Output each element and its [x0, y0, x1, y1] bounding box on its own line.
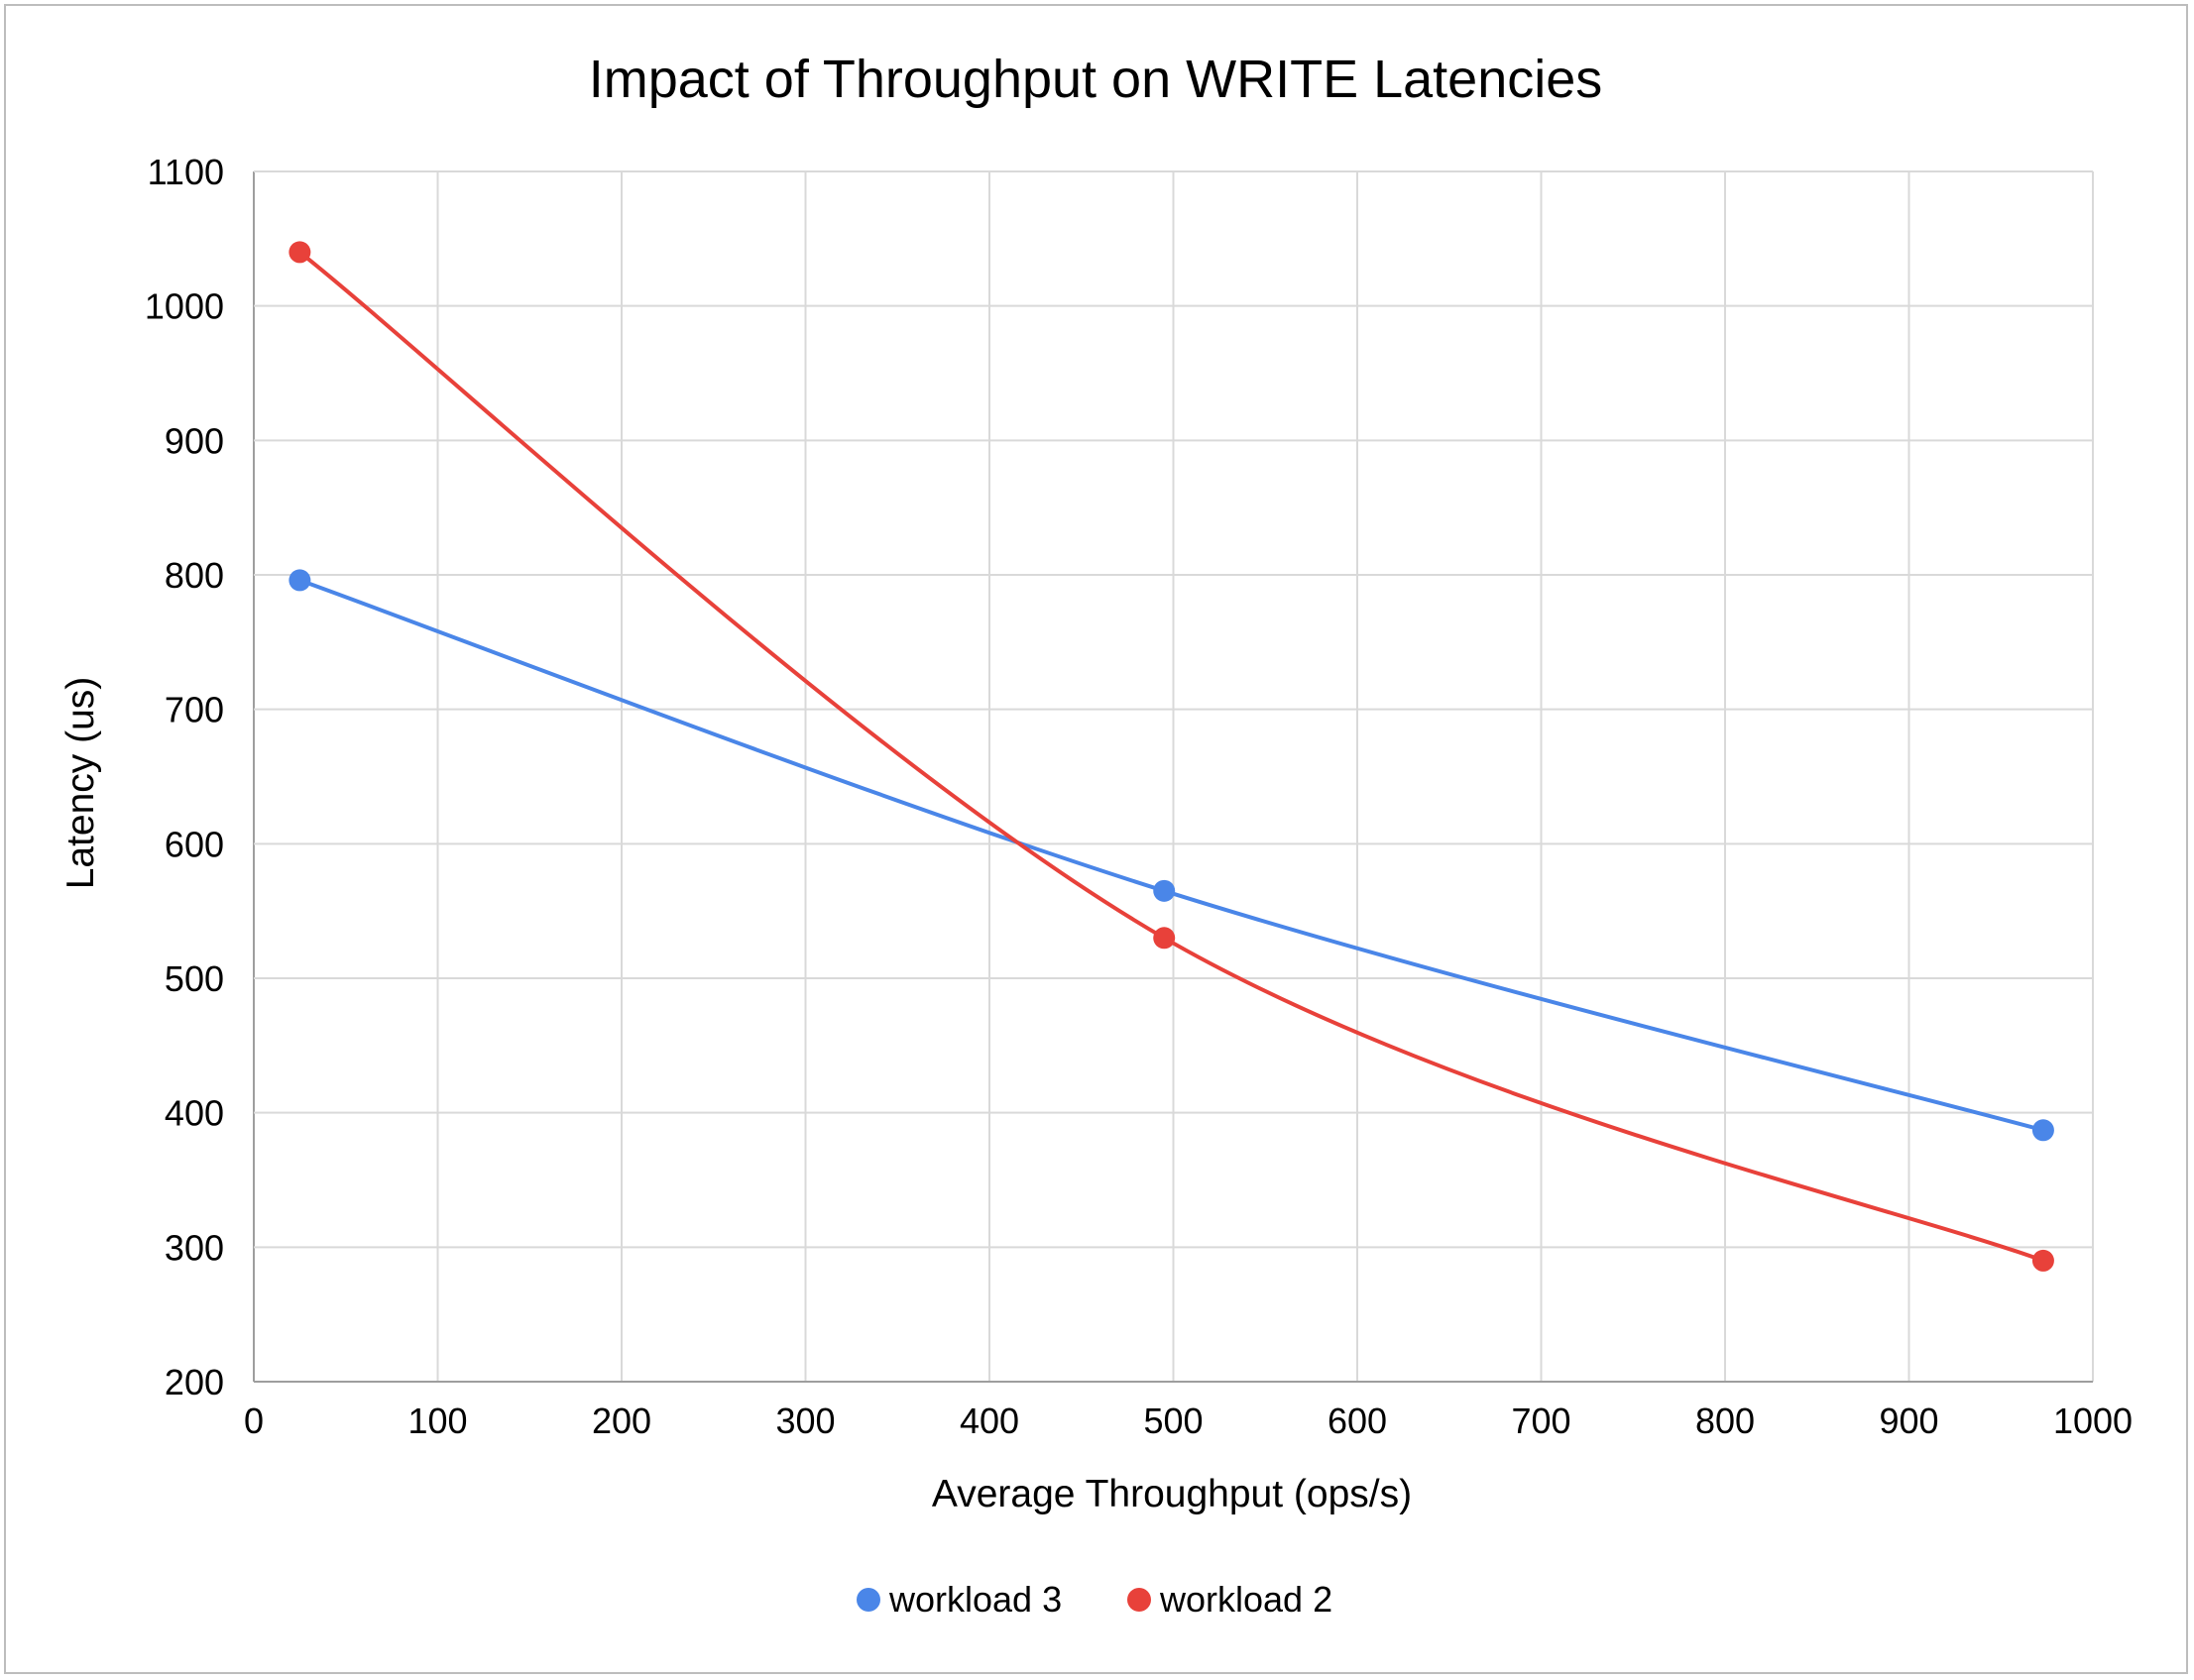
legend-item: workload 2 [1127, 1579, 1332, 1620]
y-tick-label: 500 [165, 958, 224, 999]
y-tick-label: 1000 [145, 286, 224, 327]
x-tick-label: 700 [1511, 1400, 1570, 1441]
x-tick-label: 500 [1143, 1400, 1203, 1441]
legend: workload 3 workload 2 [857, 1579, 1332, 1620]
data-point [2031, 1249, 2054, 1272]
x-tick-label: 1000 [2053, 1400, 2133, 1441]
tick-layer: 0 100 200 300 400 500 600 700 800 900 1000 200 300 40… [145, 152, 2133, 1441]
x-tick-label: 800 [1695, 1400, 1755, 1441]
x-axis-label: Average Throughput (ops/s) [932, 1473, 1412, 1515]
chart-frame: 0 100 200 300 400 500 600 700 800 900 1000 200 300 40… [4, 4, 2188, 1674]
y-tick-label: 400 [165, 1093, 224, 1134]
data-point [2031, 1119, 2054, 1142]
x-tick-label: 300 [775, 1400, 835, 1441]
data-point [289, 569, 311, 592]
series-line [298, 250, 2044, 1263]
series-line [298, 578, 2044, 1133]
legend-item: workload 3 [857, 1579, 1062, 1620]
y-tick-label: 200 [165, 1362, 224, 1402]
x-tick-label: 400 [960, 1400, 1019, 1441]
y-tick-label: 800 [165, 555, 224, 596]
legend-label: workload 2 [1159, 1579, 1332, 1620]
chart-title: Impact of Throughput on WRITE Latencies [589, 50, 1603, 109]
x-tick-label: 0 [244, 1400, 264, 1441]
x-tick-label: 100 [407, 1400, 467, 1441]
y-tick-label: 900 [165, 420, 224, 461]
x-tick-label: 200 [592, 1400, 651, 1441]
legend-marker [1127, 1588, 1151, 1612]
data-point [289, 241, 311, 264]
series-workload-2 [289, 241, 2054, 1272]
legend-label: workload 3 [888, 1579, 1062, 1620]
data-point [1153, 879, 1176, 902]
y-tick-label: 600 [165, 824, 224, 864]
legend-marker [857, 1588, 880, 1612]
data-point [1153, 927, 1176, 950]
grid-layer [253, 170, 2094, 1383]
y-axis-label: Latency (us) [59, 677, 102, 890]
y-tick-label: 700 [165, 690, 224, 730]
x-tick-label: 600 [1328, 1400, 1387, 1441]
x-tick-label: 900 [1879, 1400, 1938, 1441]
series-layer [289, 241, 2054, 1272]
y-tick-label: 1100 [148, 152, 224, 192]
y-tick-label: 300 [165, 1227, 224, 1268]
series-workload-3 [289, 569, 2054, 1142]
chart-svg: 0 100 200 300 400 500 600 700 800 900 1000 200 300 40… [59, 50, 2133, 1620]
